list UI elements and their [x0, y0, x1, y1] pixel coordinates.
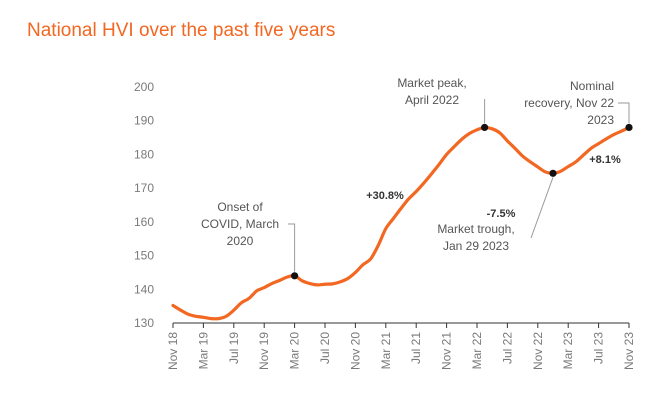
x-tick-label: Nov 18 [166, 332, 180, 370]
x-tick-label: Nov 23 [622, 332, 636, 370]
x-tick-label: Mar 19 [196, 332, 210, 370]
trough-point-marker [549, 169, 557, 177]
covid-annotation-line: COVID, March [201, 217, 279, 231]
x-tick-label: Jul 22 [500, 332, 514, 364]
y-tick-label: 150 [134, 249, 154, 263]
trough-to-recovery-change-label: +8.1% [589, 154, 621, 166]
covid-annotation-line: Onset of [217, 200, 263, 214]
x-tick-label: Nov 21 [440, 332, 454, 370]
y-tick-label: 200 [134, 80, 154, 94]
y-tick-label: 170 [134, 181, 154, 195]
chart-title: National HVI over the past five years [27, 20, 336, 41]
covid-point-marker [291, 272, 299, 280]
x-tick-label: Nov 19 [257, 332, 271, 370]
y-tick-label: 160 [134, 215, 154, 229]
x-tick-label: Mar 22 [470, 332, 484, 370]
recovery-leader-line [618, 102, 630, 124]
trough-change-label: -7.5% [487, 208, 516, 220]
covid-to-peak-change-label: +30.8% [366, 190, 404, 202]
covid-leader-line [288, 223, 296, 272]
peak-annotation-line: Market peak, [397, 76, 466, 90]
y-tick-label: 140 [134, 282, 154, 296]
trough-leader-line [530, 177, 554, 239]
covid-annotation-line: 2020 [227, 234, 254, 248]
recovery-annotation-line: Nominal [570, 79, 614, 93]
annotations: Onset of COVID, March 2020 Market peak, Apri… [201, 76, 633, 280]
trough-annotation-line: Market trough, [437, 222, 514, 236]
x-tick-label: Mar 20 [288, 332, 302, 370]
y-tick-label: 190 [134, 114, 154, 128]
x-tick-label: Nov 22 [531, 332, 545, 370]
trough-annotation-line: Jan 29 2023 [443, 239, 509, 253]
x-tick-label: Jul 21 [409, 332, 423, 364]
x-tick-label: Jul 20 [318, 332, 332, 364]
peak-point-marker [481, 123, 489, 132]
x-tick-label: Nov 20 [348, 332, 362, 370]
y-tick-label: 130 [134, 316, 154, 330]
recovery-annotation-line: recovery, Nov 22 [524, 96, 614, 110]
recovery-annotation-line: 2023 [587, 113, 614, 127]
x-axis: Nov 18 Mar 19 Jul 19 Nov 19 Mar 20 Jul 20 Nov … [166, 322, 636, 370]
x-tick-label: Mar 21 [379, 332, 393, 370]
recovery-point-marker [625, 123, 633, 132]
y-axis: 130 140 150 160 170 180 190 200 [134, 80, 154, 330]
y-tick-label: 180 [134, 147, 154, 161]
x-tick-label: Jul 23 [592, 332, 606, 364]
x-tick-label: Mar 23 [561, 332, 575, 370]
x-tick-label: Jul 19 [227, 332, 241, 364]
peak-annotation-line: April 2022 [405, 93, 459, 107]
